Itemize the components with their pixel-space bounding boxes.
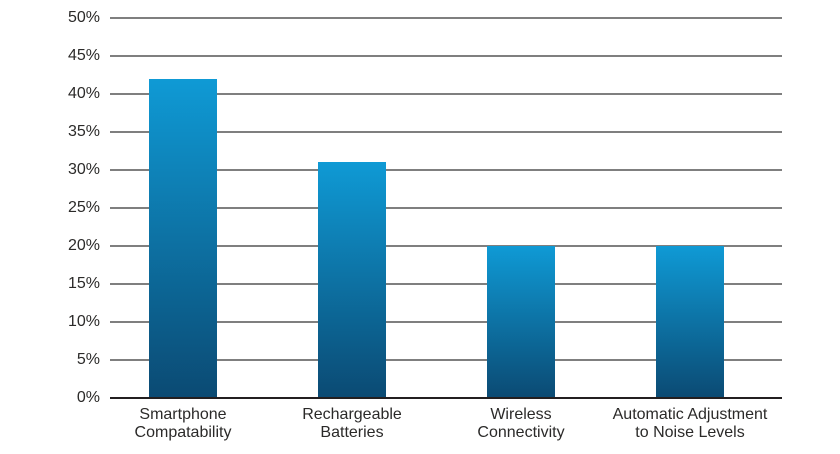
gridline xyxy=(110,55,782,57)
y-axis-tick-label: 10% xyxy=(67,313,100,330)
y-axis-tick-label: 50% xyxy=(67,9,100,26)
y-axis-tick-label: 20% xyxy=(67,237,100,254)
y-axis-tick-label: 0% xyxy=(76,389,100,406)
x-axis-category-label-line: Batteries xyxy=(320,424,384,441)
gridline xyxy=(110,321,782,323)
x-axis-category-label-line: Connectivity xyxy=(477,424,565,441)
x-axis-category-label-line: Wireless xyxy=(490,406,552,423)
y-axis-tick-label: 5% xyxy=(76,351,100,368)
x-axis: Smartphone Compatability Rechargeable Batte… xyxy=(110,406,782,450)
bar xyxy=(318,162,386,398)
y-axis-tick-label: 40% xyxy=(67,85,100,102)
x-axis-category-label: Rechargeable Batteries xyxy=(237,406,467,442)
gridline xyxy=(110,207,782,209)
bar xyxy=(656,246,724,398)
x-axis-category-label-line: Smartphone xyxy=(139,406,227,423)
plot-area xyxy=(110,17,782,399)
y-axis-tick-label: 25% xyxy=(67,199,100,216)
x-axis-category-label: Automatic Adjustment to Noise Levels xyxy=(575,406,805,442)
bar xyxy=(149,78,217,398)
gridline xyxy=(110,245,782,247)
gridline xyxy=(110,93,782,95)
gridline xyxy=(110,283,782,285)
x-axis-line xyxy=(110,397,782,399)
y-axis-tick-label: 15% xyxy=(67,275,100,292)
x-axis-category-label-line: Compatability xyxy=(134,424,232,441)
y-axis-tick-label: 35% xyxy=(67,123,100,140)
gridline xyxy=(110,17,782,19)
x-axis-category-label-line: Automatic Adjustment xyxy=(612,406,768,423)
y-axis: 0% 5% 10% 15% 20% 25% 30% 35% 40% 45% 50% xyxy=(0,10,100,406)
gridline xyxy=(110,169,782,171)
bar xyxy=(487,246,555,398)
gridline xyxy=(110,359,782,361)
x-axis-category-label: Wireless Connectivity xyxy=(406,406,636,442)
y-axis-tick-label: 30% xyxy=(67,161,100,178)
x-axis-category-label: Smartphone Compatability xyxy=(68,406,298,442)
y-axis-tick-label: 45% xyxy=(67,47,100,64)
x-axis-category-label-line: Rechargeable xyxy=(302,406,402,423)
x-axis-category-label-line: to Noise Levels xyxy=(635,424,745,441)
gridline xyxy=(110,131,782,133)
